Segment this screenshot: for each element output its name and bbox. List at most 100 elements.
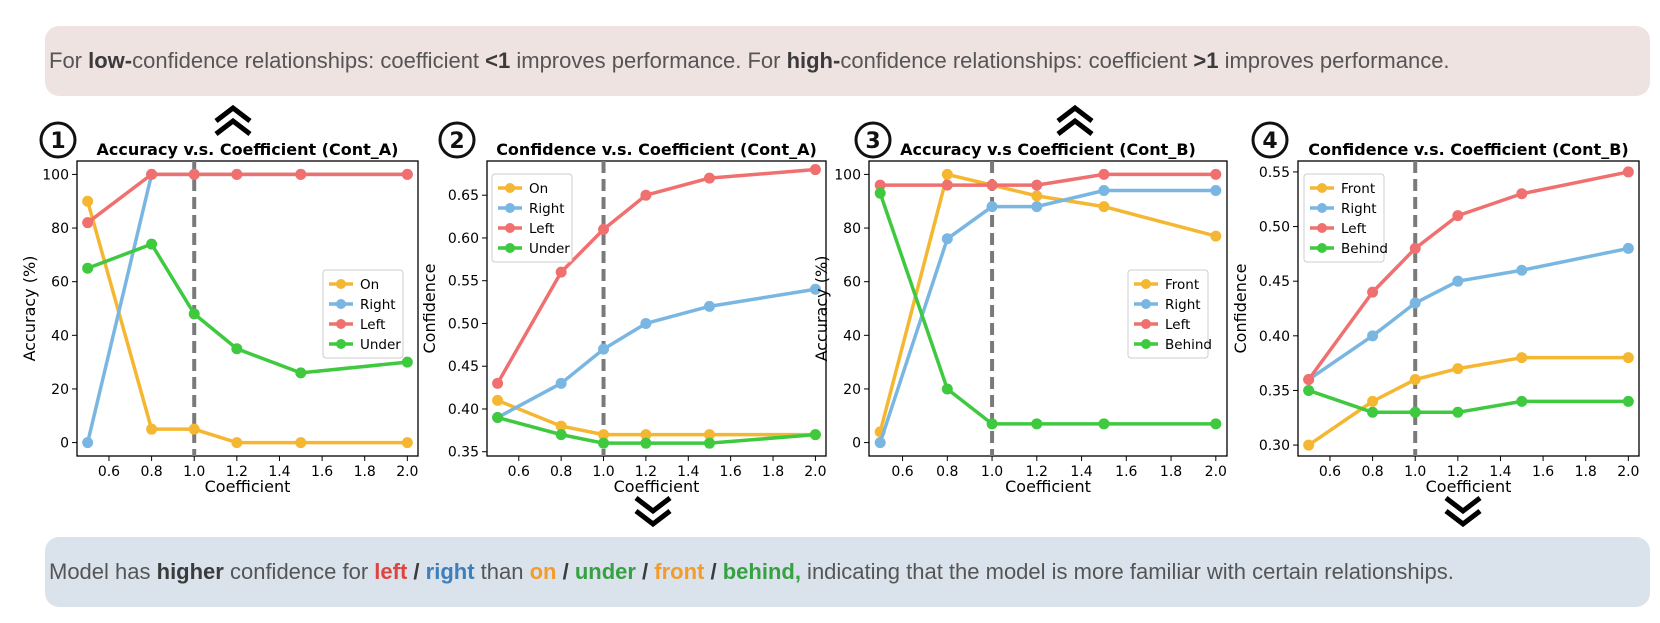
legend-marker <box>505 223 515 233</box>
data-point-left <box>1098 168 1110 180</box>
data-point-left <box>295 168 307 180</box>
data-point-on <box>598 429 610 441</box>
legend-box <box>322 269 404 359</box>
data-point-left <box>231 168 243 180</box>
series-line-under <box>497 415 816 445</box>
x-tick-label: 0.8 <box>550 464 572 480</box>
data-point-right <box>1367 330 1379 342</box>
chart-panel-3: 3 Accuracy v.s Coefficient (Cont_B) 0.6 0.8… <box>812 104 1228 496</box>
data-point-left <box>1452 210 1464 222</box>
legend-label: Right <box>360 297 396 313</box>
data-point-under <box>146 238 158 250</box>
series-line-behind <box>878 192 1216 426</box>
data-point-behind <box>874 187 886 199</box>
data-point-left <box>1516 188 1528 200</box>
data-point-left <box>640 189 652 201</box>
panel-number-circle <box>438 121 476 159</box>
y-tick-label: 20 <box>51 382 69 398</box>
x-tick-label: 0.8 <box>1361 464 1383 480</box>
y-axis-label: Accuracy (%) <box>812 256 831 362</box>
x-tick-label: 1.4 <box>1489 464 1511 480</box>
data-point-left <box>1303 374 1315 386</box>
data-point-under <box>82 262 94 274</box>
y-tick-label: 0.45 <box>1259 274 1290 290</box>
x-tick-label: 1.4 <box>268 464 290 480</box>
data-point-left <box>1031 179 1043 191</box>
y-axis-label: Accuracy (%) <box>20 256 39 362</box>
banner-text: For low-confidence relationships: coeffi… <box>49 48 1450 73</box>
x-tick-label: 2.0 <box>1617 464 1639 480</box>
data-point-left <box>986 179 998 191</box>
panel-number: 2 <box>449 129 464 154</box>
data-point-behind <box>941 383 953 395</box>
legend-label: Under <box>529 241 570 257</box>
legend-box <box>1127 269 1209 359</box>
x-tick-label: 1.0 <box>981 464 1003 480</box>
x-tick-label: 0.6 <box>98 464 120 480</box>
data-point-front <box>1367 395 1379 407</box>
data-point-front <box>1303 439 1315 451</box>
data-point-left <box>401 168 413 180</box>
y-tick-label: 0 <box>60 436 69 452</box>
y-tick-label: 40 <box>51 328 69 344</box>
y-tick-label: 100 <box>42 167 69 183</box>
data-point-under <box>231 343 243 355</box>
series-line-left <box>86 172 408 225</box>
x-tick-label: 1.0 <box>1404 464 1426 480</box>
legend-label: Left <box>1341 221 1366 237</box>
data-point-front <box>1516 352 1528 364</box>
legend-marker <box>1141 299 1151 309</box>
chart-title: Confidence v.s. Coefficient (Cont_B) <box>1308 140 1628 159</box>
chevron-stroke <box>1444 509 1482 528</box>
legend: On Right Left Under <box>491 173 573 263</box>
x-tick-label: 1.6 <box>1532 464 1554 480</box>
data-point-left <box>82 217 94 229</box>
y-tick-label: 0.45 <box>448 359 479 375</box>
x-tick-label: 1.8 <box>762 464 784 480</box>
series-line-left <box>496 167 816 385</box>
x-tick-label: 0.8 <box>140 464 162 480</box>
legend-label: Behind <box>1165 337 1212 353</box>
legend-label: Right <box>529 201 565 217</box>
legend-box <box>1303 173 1385 263</box>
series-line-right <box>878 188 1216 444</box>
legend-marker <box>505 243 515 253</box>
x-tick-label: 1.0 <box>592 464 614 480</box>
x-axis-label: Coefficient <box>1426 477 1512 496</box>
data-point-front <box>1098 201 1110 213</box>
data-point-on <box>492 394 504 406</box>
y-tick-label: 80 <box>51 221 69 237</box>
data-point-right <box>986 201 998 213</box>
legend-label: Right <box>1341 201 1377 217</box>
data-point-right <box>941 233 953 245</box>
series-line-right <box>496 287 816 420</box>
y-tick-label: 0.35 <box>1259 383 1290 399</box>
data-point-on <box>231 437 243 449</box>
legend-marker <box>1141 319 1151 329</box>
x-tick-label: 1.8 <box>1575 464 1597 480</box>
data-point-left <box>874 179 886 191</box>
chevron-stroke <box>634 509 672 528</box>
data-point-left <box>555 266 567 278</box>
legend-label: Under <box>360 337 401 353</box>
data-point-left <box>1210 168 1222 180</box>
x-tick-label: 0.6 <box>891 464 913 480</box>
data-point-on <box>295 437 307 449</box>
legend: Front Right Left Behind <box>1303 173 1388 263</box>
data-point-under <box>555 429 567 441</box>
x-tick-label: 1.6 <box>311 464 333 480</box>
data-point-on <box>188 423 200 435</box>
x-tick-label: 1.4 <box>677 464 699 480</box>
legend-marker <box>336 319 346 329</box>
legend: Front Right Left Behind <box>1127 269 1212 359</box>
panel-number: 1 <box>50 129 65 154</box>
series-line-left <box>1307 170 1629 381</box>
data-point-left <box>598 223 610 235</box>
bottom-summary-banner: Model has higher confidence for left / r… <box>45 537 1650 607</box>
data-point-left <box>188 168 200 180</box>
chevron-up-icon <box>214 104 252 136</box>
legend-label: Front <box>1341 181 1375 197</box>
data-point-left <box>146 168 158 180</box>
data-point-under <box>703 437 715 449</box>
chevron-stroke <box>214 104 252 123</box>
